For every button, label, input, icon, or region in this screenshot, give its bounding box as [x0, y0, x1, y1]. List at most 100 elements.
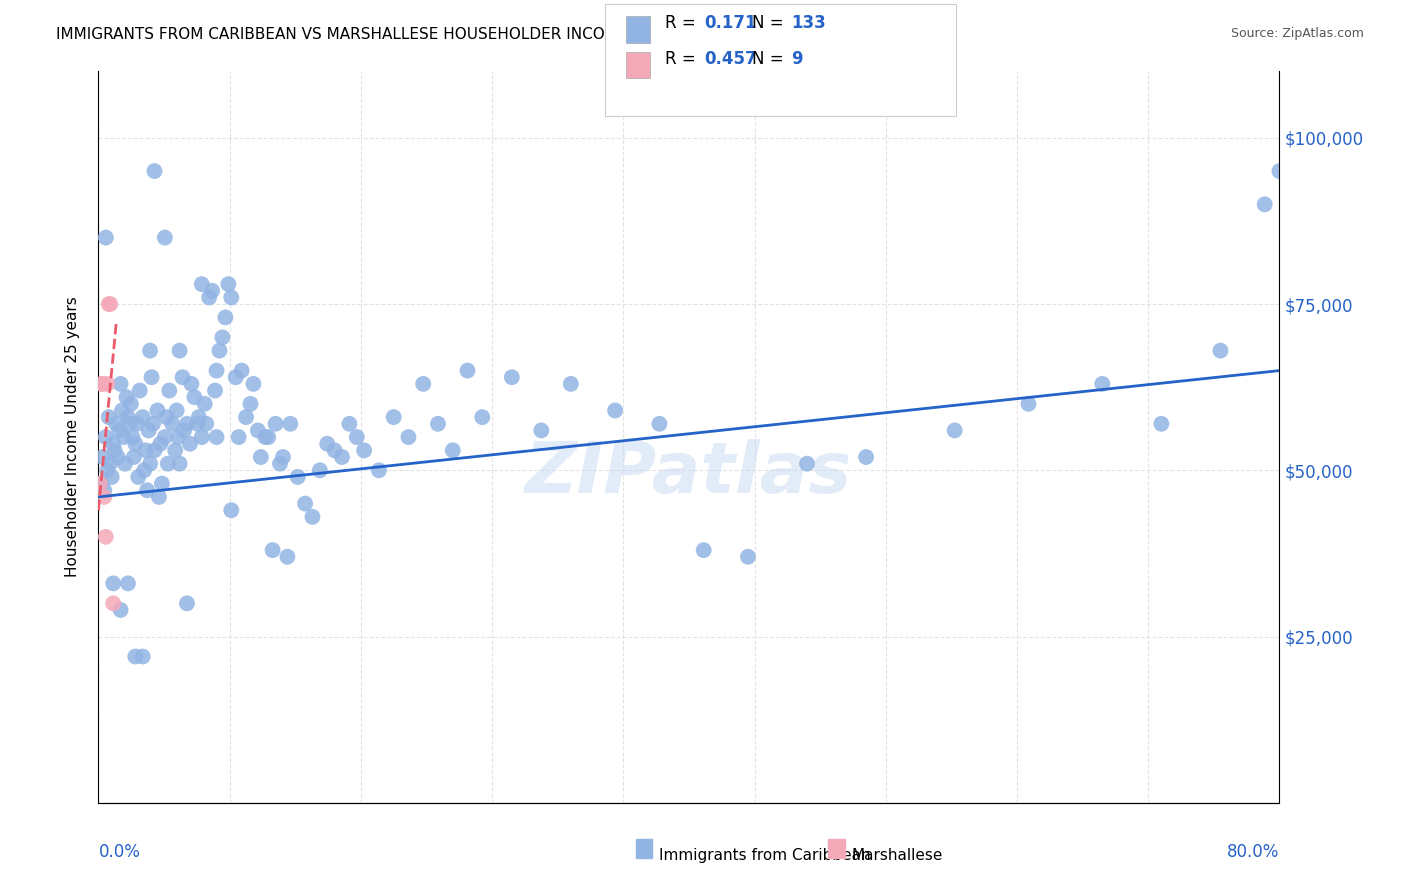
- Point: [169, 343, 191, 358]
- Point: [136, 483, 159, 498]
- Point: [100, 470, 122, 484]
- Y-axis label: Householder Income Under 25 years: Householder Income Under 25 years: [65, 297, 80, 577]
- Text: IMMIGRANTS FROM CARIBBEAN VS MARSHALLESE HOUSEHOLDER INCOME UNDER 25 YEARS CORRE: IMMIGRANTS FROM CARIBBEAN VS MARSHALLESE…: [56, 27, 936, 42]
- Point: [221, 290, 243, 304]
- Point: [148, 490, 170, 504]
- Point: [132, 410, 155, 425]
- Text: 0.171: 0.171: [704, 14, 756, 32]
- Point: [124, 649, 146, 664]
- Point: [1268, 164, 1291, 178]
- Point: [125, 417, 148, 431]
- Point: [1209, 343, 1232, 358]
- Point: [235, 410, 257, 425]
- Point: [280, 417, 302, 431]
- Point: [382, 410, 405, 425]
- Point: [262, 543, 284, 558]
- Point: [221, 503, 243, 517]
- Point: [316, 436, 339, 450]
- Point: [120, 397, 142, 411]
- Point: [118, 417, 141, 431]
- Point: [122, 450, 145, 464]
- Point: [211, 330, 233, 344]
- Text: N =: N =: [752, 14, 789, 32]
- Point: [264, 417, 287, 431]
- Point: [135, 443, 157, 458]
- Point: [89, 476, 111, 491]
- Point: [186, 417, 208, 431]
- Point: [191, 277, 214, 292]
- Point: [114, 457, 136, 471]
- Point: [368, 463, 391, 477]
- Point: [501, 370, 523, 384]
- Point: [339, 417, 361, 431]
- Point: [90, 476, 112, 491]
- Point: [112, 430, 135, 444]
- Point: [94, 430, 117, 444]
- Point: [648, 417, 671, 431]
- Point: [217, 277, 239, 292]
- Point: [737, 549, 759, 564]
- Point: [201, 284, 224, 298]
- Text: Immigrants from Caribbean: Immigrants from Caribbean: [659, 848, 872, 863]
- Point: [208, 343, 231, 358]
- Point: [165, 443, 187, 458]
- Point: [346, 430, 368, 444]
- Point: [141, 370, 163, 384]
- Text: R =: R =: [665, 50, 702, 68]
- Point: [104, 443, 127, 458]
- Text: 0.0%: 0.0%: [98, 843, 141, 861]
- Point: [98, 457, 121, 471]
- Point: [94, 530, 117, 544]
- Bar: [828, 839, 845, 858]
- Text: 9: 9: [792, 50, 803, 68]
- Point: [98, 297, 121, 311]
- Point: [855, 450, 877, 464]
- Point: [153, 230, 176, 244]
- Text: 0.457: 0.457: [704, 50, 756, 68]
- Text: N =: N =: [752, 50, 789, 68]
- Point: [128, 384, 150, 398]
- Point: [143, 443, 166, 458]
- Point: [96, 376, 118, 391]
- Point: [173, 424, 195, 438]
- Point: [228, 430, 250, 444]
- Text: 80.0%: 80.0%: [1227, 843, 1279, 861]
- Point: [121, 430, 143, 444]
- Point: [301, 509, 323, 524]
- Point: [187, 410, 209, 425]
- Point: [530, 424, 553, 438]
- Point: [134, 463, 156, 477]
- Point: [139, 457, 162, 471]
- Point: [103, 596, 125, 610]
- Point: [143, 164, 166, 178]
- Point: [167, 430, 190, 444]
- Point: [110, 376, 132, 391]
- Point: [943, 424, 966, 438]
- Point: [139, 343, 162, 358]
- Point: [97, 410, 120, 425]
- Point: [1150, 417, 1173, 431]
- Point: [117, 410, 139, 425]
- Point: [117, 576, 139, 591]
- Point: [124, 436, 146, 450]
- Point: [191, 430, 214, 444]
- Point: [132, 649, 155, 664]
- Point: [183, 390, 205, 404]
- Point: [150, 476, 173, 491]
- Point: [204, 384, 226, 398]
- Point: [138, 424, 160, 438]
- Point: [172, 370, 194, 384]
- Point: [257, 430, 280, 444]
- Point: [115, 390, 138, 404]
- Point: [93, 483, 115, 498]
- Point: [250, 450, 273, 464]
- Text: Marshallese: Marshallese: [852, 848, 943, 863]
- Point: [180, 376, 202, 391]
- Point: [91, 376, 114, 391]
- Bar: [636, 839, 652, 858]
- Point: [276, 549, 298, 564]
- Point: [108, 424, 131, 438]
- Point: [242, 376, 264, 391]
- Point: [412, 376, 434, 391]
- Point: [198, 290, 221, 304]
